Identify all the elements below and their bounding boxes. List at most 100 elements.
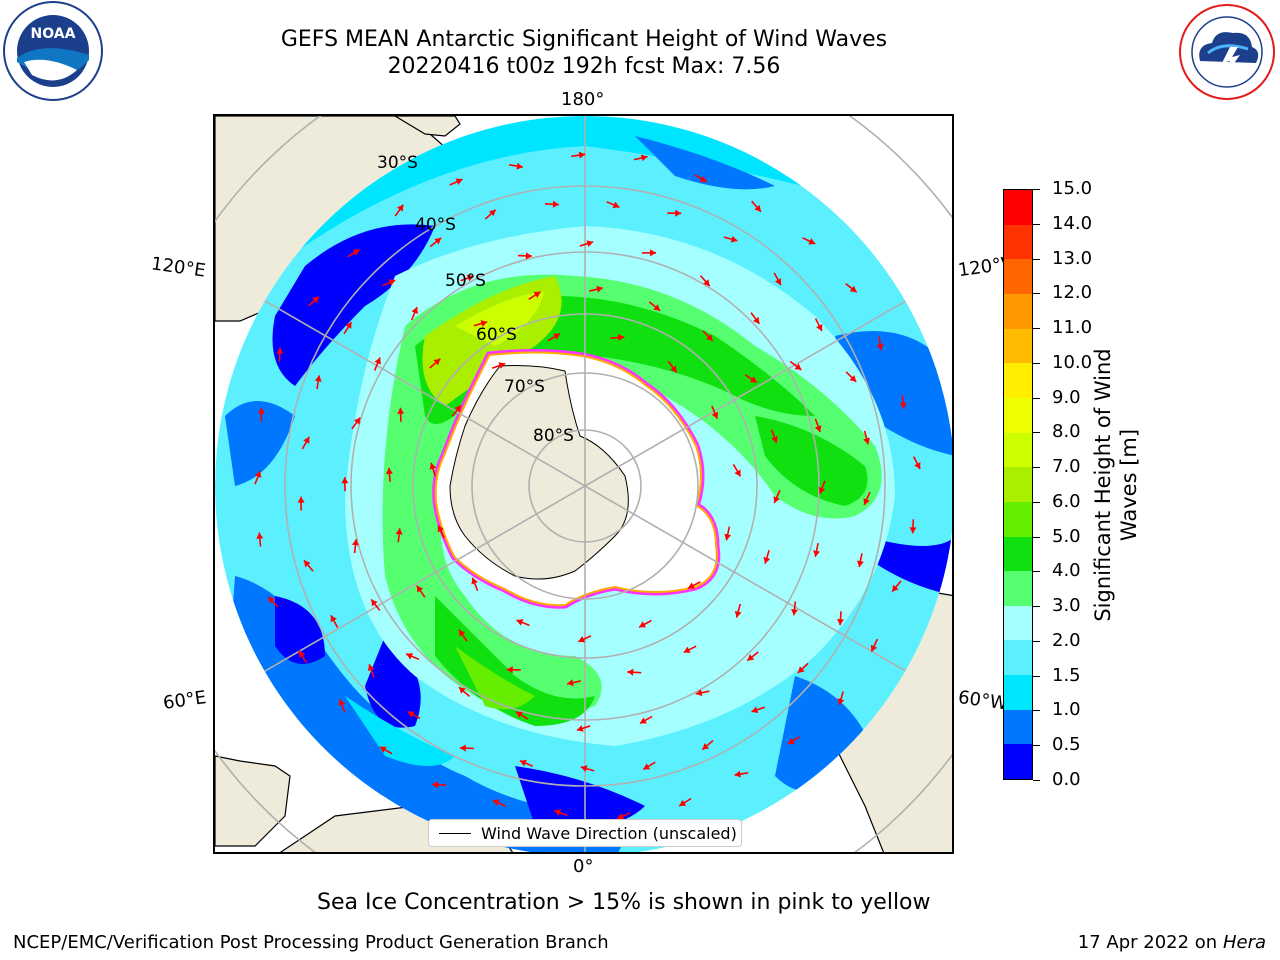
lat-label-80s: 80°S xyxy=(533,426,574,446)
colorbar-tick-label: 1.0 xyxy=(1052,699,1081,721)
wave-arrow-head xyxy=(411,307,418,314)
wave-arrow-head xyxy=(533,291,541,298)
lon-label-0: 0° xyxy=(573,856,594,877)
colorbar-tick xyxy=(1033,606,1040,608)
wave-arrow-head xyxy=(791,609,798,616)
wave-arrow-head xyxy=(276,347,284,354)
wave-arrow-head xyxy=(794,363,802,370)
wave-arrow-head xyxy=(586,240,594,248)
wave-arrow-head xyxy=(407,711,415,718)
wave-arrow-head xyxy=(849,375,857,382)
colorbar-tick xyxy=(1033,397,1040,399)
wave-arrow-head xyxy=(699,175,707,182)
wave-arrow-head xyxy=(553,333,561,340)
wave-arrow-head xyxy=(254,471,262,478)
nws-logo xyxy=(1179,4,1275,100)
wave-arrow-head xyxy=(515,711,523,718)
colorbar-tick-label: 3.0 xyxy=(1052,595,1081,617)
wave-arrow-head xyxy=(471,577,478,585)
noaa-logo: NOAA xyxy=(3,1,103,101)
colorbar-tick xyxy=(1033,258,1040,260)
wave-arrow-head xyxy=(268,596,275,604)
colorbar xyxy=(1003,189,1033,780)
colorbar-tick xyxy=(1033,293,1040,295)
legend-label: Wind Wave Direction (unscaled) xyxy=(481,823,737,843)
colorbar-segment xyxy=(1004,224,1032,260)
wave-arrow-head xyxy=(639,621,647,628)
wave-arrow-head xyxy=(675,209,682,217)
wave-arrow-head xyxy=(516,162,523,170)
colorbar-tick xyxy=(1033,467,1040,469)
wave-arrow-head xyxy=(914,462,921,470)
colorbar-tick-label: 9.0 xyxy=(1052,386,1081,408)
wave-arrow-head xyxy=(578,151,586,159)
colorbar-tick xyxy=(1033,501,1040,503)
colorbar-tick xyxy=(1033,189,1040,190)
wave-arrow-head xyxy=(763,556,771,564)
colorbar-segment xyxy=(1004,571,1032,606)
colorbar-segment xyxy=(1004,709,1032,745)
wave-arrow-head xyxy=(498,362,506,369)
wave-arrow-head xyxy=(734,770,741,778)
wave-arrow-head xyxy=(899,402,907,409)
wave-arrow-head xyxy=(459,744,466,752)
wave-arrow-head xyxy=(406,652,413,660)
wave-arrow-head xyxy=(303,560,311,568)
colorbar-segment xyxy=(1004,536,1032,572)
wave-arrow-head xyxy=(397,204,404,212)
colorbar-tick-label: 13.0 xyxy=(1052,247,1093,269)
colorbar-tick-label: 15.0 xyxy=(1052,178,1093,199)
wave-arrow-head xyxy=(353,417,361,425)
wave-arrow-head xyxy=(552,200,559,208)
map-title: GEFS MEAN Antarctic Significant Height o… xyxy=(280,27,888,52)
lon-label-180: 180° xyxy=(561,89,605,110)
wave-arrow-head xyxy=(454,405,462,413)
colorbar-tick-label: 10.0 xyxy=(1052,351,1093,373)
colorbar-segment xyxy=(1004,397,1032,433)
wave-arrow-head xyxy=(516,619,524,626)
wave-arrow-head xyxy=(754,204,761,212)
colorbar-tick xyxy=(1033,432,1040,434)
footer-date: 17 Apr 2022 on Hera xyxy=(1078,932,1266,953)
wave-arrow-head xyxy=(856,560,864,568)
footer-producer: NCEP/EMC/Verification Post Processing Pr… xyxy=(13,932,609,953)
map-subtitle: 20220416 t00z 192h fcst Max: 7.56 xyxy=(387,54,781,79)
wave-arrow-head xyxy=(679,799,687,806)
wave-arrow-head xyxy=(554,809,562,816)
wave-arrow-head xyxy=(434,237,442,245)
wave-arrow-head xyxy=(787,738,795,745)
colorbar-tick xyxy=(1033,675,1040,677)
wave-arrow-head xyxy=(297,496,305,503)
wave-arrow-head xyxy=(650,249,657,257)
wave-arrow-head xyxy=(466,274,474,282)
wave-arrow-head xyxy=(506,666,513,674)
wave-arrow-head xyxy=(724,533,732,541)
wave-arrow-head xyxy=(351,539,359,546)
wave-arrow-head xyxy=(395,528,403,535)
wave-arrow-head xyxy=(639,717,647,724)
wave-arrow-head xyxy=(683,646,691,653)
footer-machine: Hera xyxy=(1222,932,1266,953)
wave-arrow-head xyxy=(814,425,822,433)
lat-label-30s: 30°S xyxy=(377,153,418,173)
wave-arrow-head xyxy=(314,375,322,382)
wave-arrow-head xyxy=(640,154,648,162)
noaa-logo-text: NOAA xyxy=(31,26,76,42)
wave-arrow-head xyxy=(596,285,603,293)
colorbar-title: Significant Height of Wind Waves [m] xyxy=(1091,348,1141,622)
colorbar-segment xyxy=(1004,363,1032,398)
wave-arrow-head xyxy=(338,699,346,707)
colorbar-segment xyxy=(1004,467,1032,502)
wave-arrow-head xyxy=(437,525,444,533)
legend-line-swatch xyxy=(439,832,471,834)
wave-arrow-head xyxy=(849,285,857,293)
lon-label-120e: 120°E xyxy=(149,253,207,282)
map-legend: Wind Wave Direction (unscaled) xyxy=(428,819,742,847)
wave-arrow-head xyxy=(643,763,651,770)
wave-arrow-head xyxy=(813,550,820,557)
wave-arrow-head xyxy=(653,304,661,311)
wave-arrow-head xyxy=(836,619,844,626)
wave-arrow-head xyxy=(808,238,816,245)
wave-arrow-head xyxy=(397,407,405,414)
wave-arrow-head xyxy=(458,629,466,637)
